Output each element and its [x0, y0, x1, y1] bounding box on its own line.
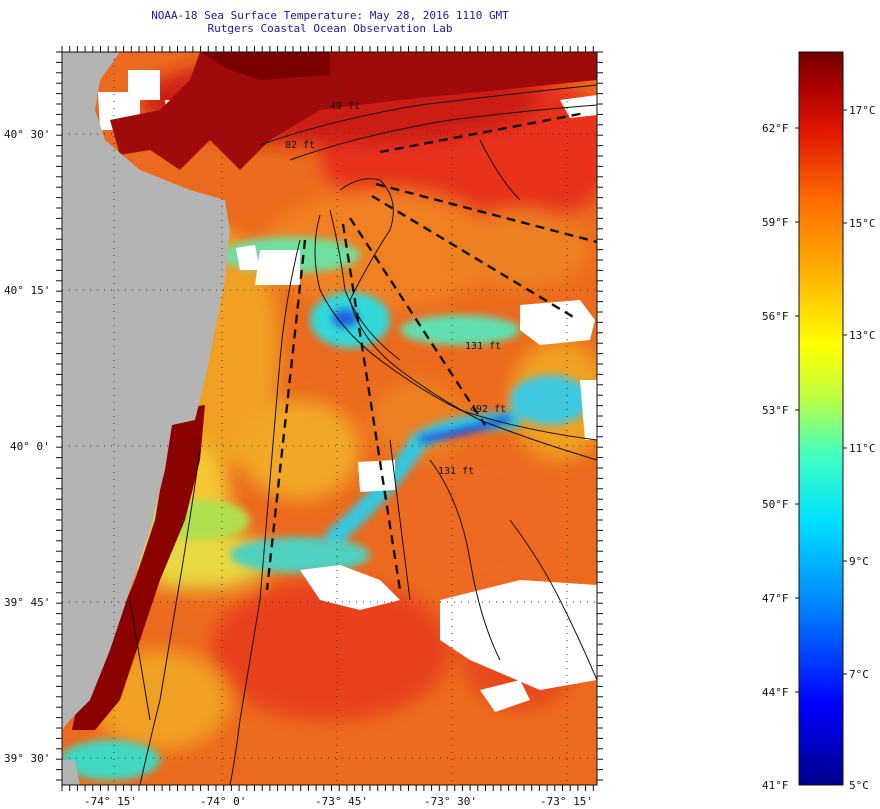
- lon-label: -73° 45': [315, 795, 368, 808]
- lat-label: 40° 0': [10, 440, 50, 453]
- land-mass: [62, 52, 230, 785]
- lon-label: -74° 0': [200, 795, 246, 808]
- lon-label: -73° 30': [424, 795, 477, 808]
- map-frame: [61, 51, 598, 786]
- celsius-labels: 17°C 15°C 13°C 11°C 9°C 7°C 5°C: [849, 104, 876, 792]
- longitude-labels: -74° 15' -74° 0' -73° 45' -73° 30' -73° …: [84, 795, 593, 808]
- lat-label: 40° 30': [4, 128, 50, 141]
- c-label: 5°C: [849, 779, 869, 792]
- c-label: 15°C: [849, 217, 876, 230]
- f-label: 53°F: [762, 404, 789, 417]
- transect-lines: [265, 111, 597, 591]
- contour-label: 492 ft: [470, 404, 506, 415]
- f-label: 41°F: [762, 779, 789, 792]
- colorbar-gradient: [798, 51, 844, 786]
- contour-label: 131 ft: [438, 466, 474, 477]
- fahrenheit-labels: 62°F 59°F 56°F 53°F 50°F 47°F 44°F 41°F: [762, 122, 789, 792]
- temperature-colorbar: 62°F 59°F 56°F 53°F 50°F 47°F 44°F 41°F …: [762, 51, 876, 792]
- lat-label: 40° 15': [4, 284, 50, 297]
- c-label: 17°C: [849, 104, 876, 117]
- f-label: 47°F: [762, 592, 789, 605]
- lat-label: 39° 30': [4, 752, 50, 765]
- map-title: NOAA-18 Sea Surface Temperature: May 28,…: [151, 9, 509, 22]
- f-label: 50°F: [762, 498, 789, 511]
- latitude-labels: 40° 30' 40° 15' 40° 0' 39° 45' 39° 30': [4, 128, 50, 765]
- lon-label: -73° 15': [540, 795, 593, 808]
- f-label: 56°F: [762, 310, 789, 323]
- sst-map: 49 ft 82 ft 131 ft 492 ft 131 ft: [62, 52, 597, 785]
- f-label: 44°F: [762, 686, 789, 699]
- f-label: 62°F: [762, 122, 789, 135]
- contour-label: 131 ft: [465, 341, 501, 352]
- lat-label: 39° 45': [4, 596, 50, 609]
- map-subtitle: Rutgers Coastal Ocean Observation Lab: [207, 22, 453, 35]
- frame-ticks: [56, 46, 603, 791]
- contour-label: 49 ft: [330, 101, 360, 112]
- c-label: 13°C: [849, 329, 876, 342]
- lon-label: -74° 15': [84, 795, 137, 808]
- contour-label: 82 ft: [285, 140, 315, 151]
- c-label: 9°C: [849, 555, 869, 568]
- f-label: 59°F: [762, 216, 789, 229]
- c-label: 11°C: [849, 442, 876, 455]
- c-label: 7°C: [849, 668, 869, 681]
